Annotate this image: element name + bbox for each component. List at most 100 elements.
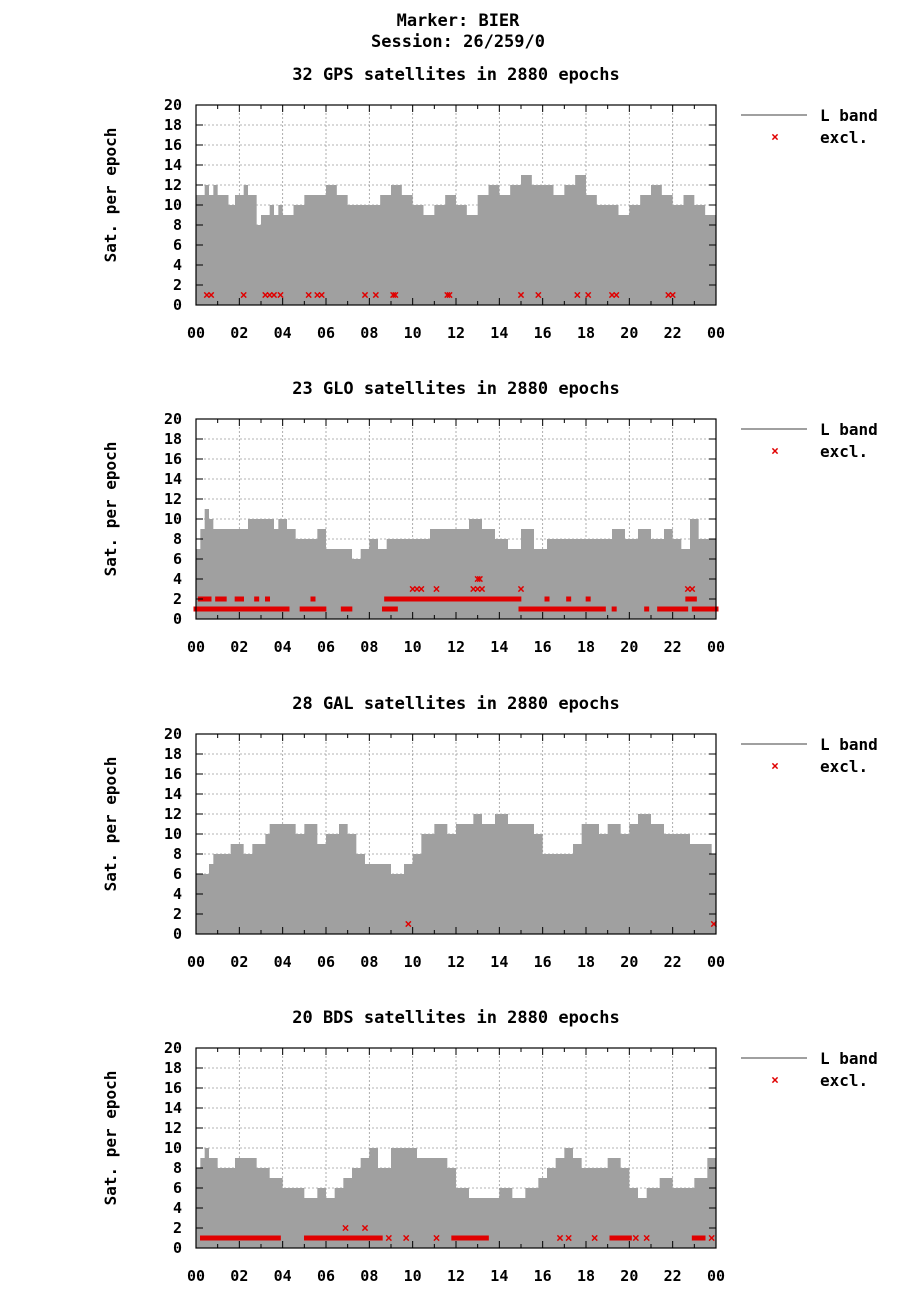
excl-marker <box>517 585 525 593</box>
y-tick-label: 0 <box>173 925 182 943</box>
x-tick-label: 20 <box>620 1267 638 1285</box>
excl-marker <box>591 1234 598 1242</box>
excl-marker-run <box>691 1235 706 1241</box>
x-tick-label: 18 <box>577 638 595 656</box>
legend-l-band-label: L band <box>820 735 878 754</box>
y-tick-label: 2 <box>173 590 182 608</box>
excl-marker-run <box>197 596 212 602</box>
y-tick-label: 0 <box>173 610 182 628</box>
y-tick-label: 2 <box>173 905 182 923</box>
y-tick-label: 4 <box>173 885 182 903</box>
excl-marker-run <box>254 596 260 602</box>
x-tick-label: 08 <box>360 953 378 971</box>
y-tick-label: 16 <box>164 765 182 783</box>
x-tick-label: 12 <box>447 1267 465 1285</box>
l-band-area <box>196 814 716 934</box>
y-tick-label: 4 <box>173 256 182 274</box>
y-tick-label: 20 <box>164 1039 182 1057</box>
y-tick-label: 10 <box>164 510 182 528</box>
x-tick-label: 02 <box>230 638 248 656</box>
excl-marker-run <box>215 596 227 602</box>
legend-l-band-label: L band <box>820 1049 878 1068</box>
x-tick-label: 14 <box>490 953 508 971</box>
excl-marker <box>474 575 481 583</box>
excl-marker <box>361 291 369 299</box>
y-axis-label: Sat. per epoch <box>101 757 120 892</box>
x-tick-label: 14 <box>490 324 508 342</box>
x-tick-label: 06 <box>317 1267 335 1285</box>
excl-marker <box>446 291 453 299</box>
legend-excl-label: excl. <box>820 757 868 776</box>
x-tick-label: 16 <box>534 638 552 656</box>
y-tick-label: 10 <box>164 196 182 214</box>
x-tick-label: 10 <box>404 638 422 656</box>
legend-excl-swatch <box>771 762 779 770</box>
excl-marker <box>476 575 483 583</box>
x-tick-label: 18 <box>577 1267 595 1285</box>
y-tick-label: 14 <box>164 1099 182 1117</box>
excl-marker <box>433 1234 440 1242</box>
x-tick-label: 02 <box>230 953 248 971</box>
marker-title: Marker: BIER <box>397 11 521 31</box>
x-tick-label: 04 <box>274 1267 292 1285</box>
y-tick-label: 12 <box>164 490 182 508</box>
excl-marker <box>565 1234 572 1242</box>
excl-marker-run <box>265 596 270 602</box>
x-tick-label: 08 <box>360 324 378 342</box>
x-tick-label: 22 <box>664 953 682 971</box>
excl-marker <box>585 291 592 299</box>
y-tick-label: 14 <box>164 156 182 174</box>
x-tick-label: 06 <box>317 324 335 342</box>
x-tick-label: 08 <box>360 1267 378 1285</box>
x-tick-label: 00 <box>187 638 205 656</box>
x-tick-label: 04 <box>274 953 292 971</box>
y-tick-label: 0 <box>173 296 182 314</box>
excl-marker-run <box>200 1235 281 1241</box>
excl-marker <box>240 291 247 299</box>
excl-marker <box>318 291 325 299</box>
y-tick-label: 18 <box>164 745 182 763</box>
x-tick-label: 16 <box>534 1267 552 1285</box>
x-tick-label: 10 <box>404 324 422 342</box>
excl-marker <box>372 291 379 299</box>
legend-excl-swatch <box>771 133 779 141</box>
excl-marker-run <box>585 596 591 602</box>
y-tick-label: 12 <box>164 176 182 194</box>
legend-l-band-label: L band <box>820 106 878 125</box>
x-tick-label: 18 <box>577 324 595 342</box>
excl-marker-run <box>544 596 550 602</box>
y-tick-label: 14 <box>164 785 182 803</box>
x-tick-label: 22 <box>664 1267 682 1285</box>
excl-marker-run <box>451 1235 489 1241</box>
y-tick-label: 6 <box>173 236 182 254</box>
l-band-area <box>196 1148 716 1248</box>
excl-marker-run <box>566 596 572 602</box>
excl-marker <box>270 291 278 299</box>
excl-marker <box>342 1224 349 1232</box>
y-tick-label: 20 <box>164 410 182 428</box>
excl-marker-run <box>382 606 398 612</box>
excl-marker <box>478 585 486 593</box>
excl-marker-run <box>685 596 697 602</box>
panel-title: 28 GAL satellites in 2880 epochs <box>292 694 620 714</box>
excl-marker <box>305 291 312 299</box>
y-tick-label: 16 <box>164 1079 182 1097</box>
excl-marker <box>669 291 676 299</box>
excl-marker <box>535 291 542 299</box>
x-tick-label: 10 <box>404 953 422 971</box>
excl-marker-run <box>644 606 650 612</box>
y-tick-label: 6 <box>173 1179 182 1197</box>
x-tick-label: 22 <box>664 324 682 342</box>
x-tick-label: 14 <box>490 638 508 656</box>
x-tick-label: 06 <box>317 638 335 656</box>
x-tick-label: 02 <box>230 324 248 342</box>
y-tick-label: 6 <box>173 865 182 883</box>
x-tick-label: 14 <box>490 1267 508 1285</box>
panel-title: 23 GLO satellites in 2880 epochs <box>292 379 620 399</box>
excl-marker <box>385 1234 392 1242</box>
excl-marker <box>361 1224 369 1232</box>
